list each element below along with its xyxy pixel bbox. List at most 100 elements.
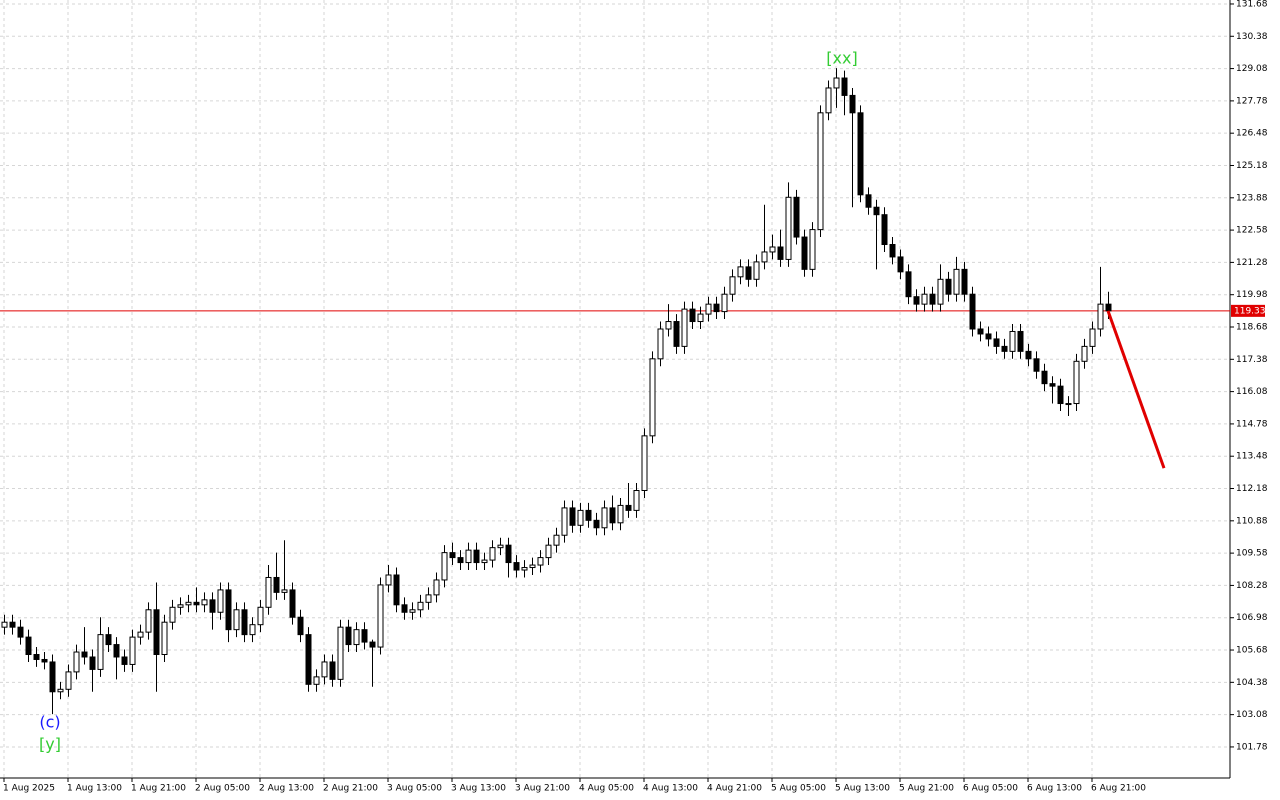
y-tick-label: 110.88 (1236, 516, 1268, 526)
candle-body (633, 490, 640, 511)
candle-body (105, 634, 112, 646)
candle-body (1033, 358, 1040, 372)
candle-body (841, 77, 848, 96)
candle-body (281, 589, 288, 593)
candle-body (57, 688, 64, 693)
candle-body (1017, 330, 1024, 352)
candle-body (393, 574, 400, 606)
candle-body (305, 634, 312, 685)
candle-body (465, 549, 472, 564)
candle-body (385, 574, 392, 586)
candle-body (153, 609, 160, 656)
candle-body (289, 589, 296, 618)
candle-body (889, 244, 896, 258)
candle-body (761, 251, 768, 263)
candle-body (417, 601, 424, 611)
candle-body (833, 77, 840, 89)
candle-body (321, 661, 328, 678)
y-tick-label: 117.38 (1236, 355, 1268, 365)
candle-body (1073, 360, 1080, 405)
candle-body (1081, 345, 1088, 362)
candle-body (529, 564, 536, 569)
candle-body (249, 624, 256, 636)
candle-body (81, 651, 88, 658)
candle-body (361, 629, 368, 643)
candle-body (17, 626, 24, 638)
y-tick-label: 101.78 (1236, 742, 1268, 752)
candle-body (985, 333, 992, 340)
candle-body (201, 599, 208, 606)
candle-body (449, 552, 456, 559)
candle-body (1049, 383, 1056, 387)
candle-body (913, 296, 920, 305)
candle-body (113, 644, 120, 658)
candle-body (425, 594, 432, 603)
candle-body (993, 338, 1000, 347)
candle-body (1009, 330, 1016, 352)
candle-body (545, 544, 552, 559)
wave-label: (c) (39, 713, 60, 732)
candle-body (961, 268, 968, 295)
x-tick-label: 2 Aug 13:00 (259, 784, 314, 794)
y-tick-label: 125.18 (1236, 161, 1268, 171)
forecast-line (1106, 310, 1166, 469)
candle-body (41, 658, 48, 663)
candle-body (297, 616, 304, 636)
y-tick-label: 103.08 (1236, 710, 1268, 720)
candle-body (1089, 328, 1096, 347)
candle-body (73, 651, 80, 673)
candle-body (929, 293, 936, 305)
candle-body (121, 656, 128, 665)
candle-body (33, 654, 40, 660)
candle-body (825, 87, 832, 114)
candle-body (193, 601, 200, 606)
y-tick-label: 109.58 (1236, 549, 1268, 559)
candle-body (601, 507, 608, 529)
x-tick-label: 5 Aug 21:00 (899, 784, 954, 794)
y-tick-label: 130.38 (1236, 32, 1268, 42)
candle-body (777, 246, 784, 260)
y-tick-label: 126.48 (1236, 129, 1268, 139)
candle-body (1025, 350, 1032, 360)
candle-body (641, 435, 648, 492)
candle-body (409, 609, 416, 613)
x-tick-label: 3 Aug 13:00 (451, 784, 506, 794)
candle-body (65, 671, 72, 690)
candle-body (881, 214, 888, 246)
y-tick-label: 131.68 (1236, 0, 1268, 9)
candle-body (433, 579, 440, 596)
candle-body (857, 112, 864, 196)
candle-body (705, 303, 712, 315)
candle-body (313, 676, 320, 685)
candle-body (609, 507, 616, 524)
candle-body (921, 293, 928, 305)
candle-body (801, 236, 808, 270)
candle-body (329, 661, 336, 680)
candle-body (937, 278, 944, 305)
x-tick-label: 1 Aug 2025 (3, 784, 55, 794)
candle-body (737, 266, 744, 278)
candle-body (137, 631, 144, 638)
y-tick-label: 121.28 (1236, 258, 1268, 268)
candle-body (769, 246, 776, 253)
candle-body (497, 544, 504, 549)
candle-body (953, 268, 960, 295)
candle-body (505, 544, 512, 564)
y-tick-label: 104.38 (1236, 678, 1268, 688)
x-tick-label: 4 Aug 13:00 (643, 784, 698, 794)
candle-body (273, 576, 280, 593)
candle-body (177, 604, 184, 608)
candle-body (721, 293, 728, 313)
candle-body (657, 328, 664, 360)
y-tick-label: 113.48 (1236, 452, 1268, 462)
candle-body (1105, 303, 1112, 312)
candle-body (593, 519, 600, 529)
candle-body (481, 559, 488, 564)
candle-body (745, 266, 752, 280)
candle-body (337, 626, 344, 680)
y-tick-label: 114.78 (1236, 419, 1268, 429)
candle-body (25, 636, 32, 656)
candle-body (97, 634, 104, 670)
candle-body (489, 547, 496, 561)
